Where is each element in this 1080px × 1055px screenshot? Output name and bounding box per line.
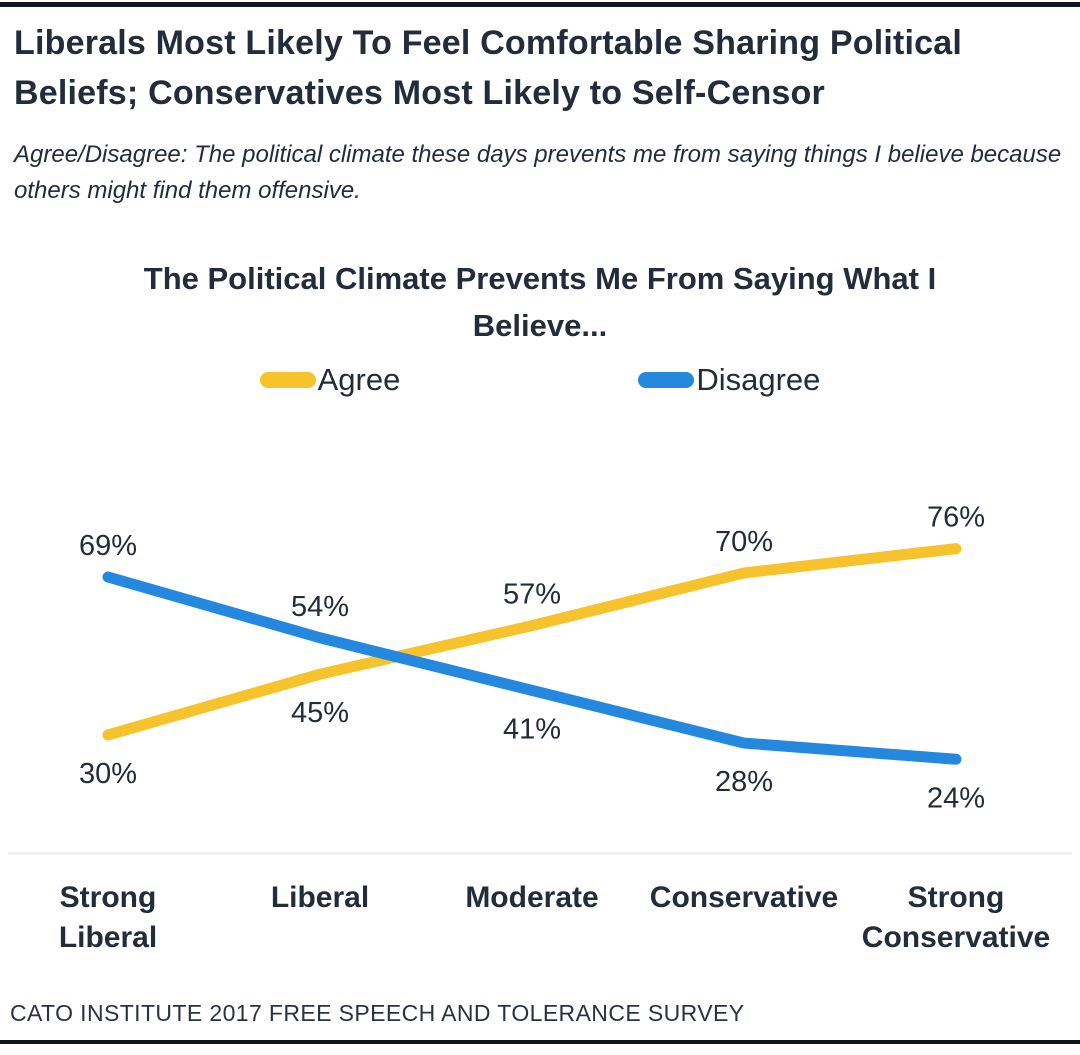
disagree-line bbox=[102, 571, 962, 765]
chart-title: The Political Climate Prevents Me From S… bbox=[143, 261, 937, 343]
disagree-line-swatch-icon bbox=[638, 372, 695, 388]
x-axis-labels: Strong Liberal Liberal Moderate Conservativ… bbox=[0, 878, 1080, 988]
agree-value-label: 57% bbox=[503, 579, 561, 611]
legend-item-disagree: Disagree bbox=[638, 362, 820, 398]
disagree-value-label: 28% bbox=[715, 766, 773, 798]
agree-value-label: 30% bbox=[79, 758, 137, 790]
x-axis-label-liberal: Liberal bbox=[270, 881, 370, 914]
top-divider bbox=[0, 2, 1080, 7]
legend-label: Agree bbox=[317, 362, 401, 397]
source-attribution: CATO INSTITUTE 2017 FREE SPEECH AND TOLE… bbox=[10, 1000, 745, 1026]
disagree-value-label: 69% bbox=[79, 530, 137, 562]
survey-question-subtitle: Agree/Disagree: The political climate th… bbox=[14, 141, 1062, 204]
disagree-value-label: 24% bbox=[927, 782, 985, 814]
line-chart: 30% 45% 57% 70% 76% 69% 54% 41% 28% 24% bbox=[8, 502, 1072, 855]
x-axis-label-strong-liberal: Strong Liberal bbox=[58, 881, 158, 954]
disagree-value-label: 41% bbox=[503, 713, 561, 745]
disagree-value-label: 54% bbox=[291, 591, 349, 623]
x-axis-label-moderate: Moderate bbox=[465, 881, 599, 914]
chart-legend: Agree Disagree bbox=[0, 362, 1080, 398]
legend-label: Disagree bbox=[696, 362, 821, 397]
agree-value-label: 76% bbox=[927, 502, 985, 534]
x-axis-label-strong-conservative: Strong Conservative bbox=[861, 881, 1051, 954]
legend-item-agree: Agree bbox=[259, 362, 401, 398]
header: Liberals Most Likely To Feel Comfortable… bbox=[14, 18, 1064, 118]
agree-value-label: 70% bbox=[715, 526, 773, 558]
agree-line-swatch-icon bbox=[259, 372, 316, 388]
chart-plot-area: 30% 45% 57% 70% 76% 69% 54% 41% 28% 24% bbox=[0, 465, 1080, 857]
page-title: Liberals Most Likely To Feel Comfortable… bbox=[14, 24, 963, 112]
agree-line bbox=[102, 543, 962, 741]
agree-value-label: 45% bbox=[291, 697, 349, 729]
bottom-divider bbox=[0, 1040, 1080, 1044]
x-axis-label-conservative: Conservative bbox=[649, 881, 839, 914]
